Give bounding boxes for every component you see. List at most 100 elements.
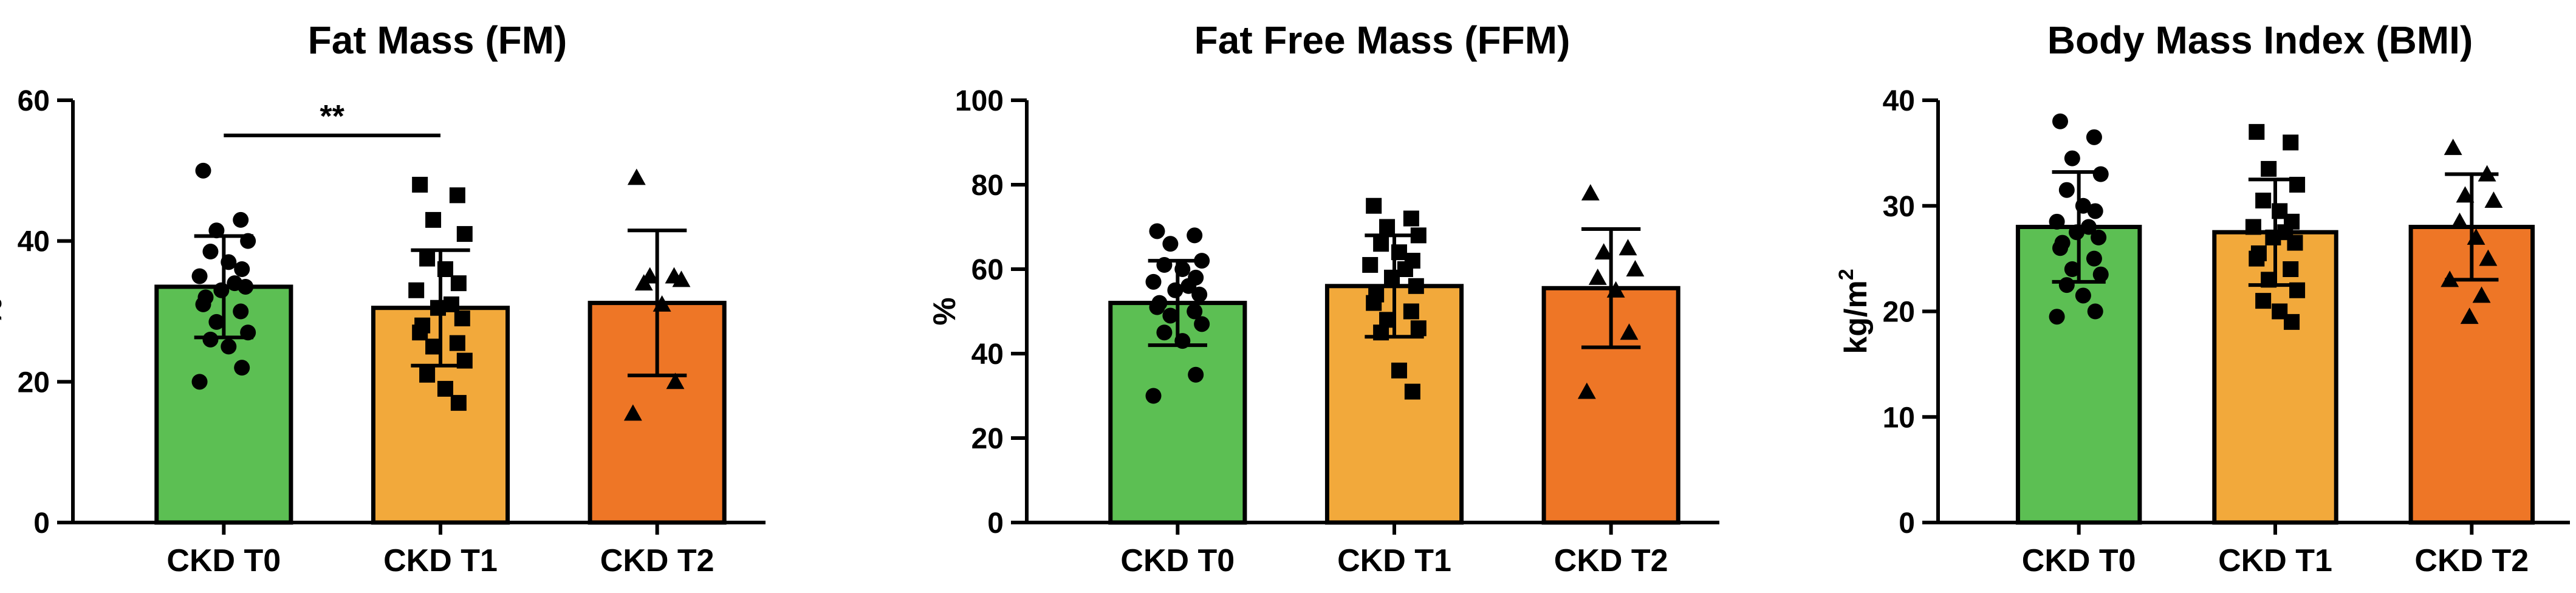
data-point <box>1379 219 1396 235</box>
data-point <box>1167 282 1184 298</box>
data-point <box>2479 249 2498 266</box>
data-point <box>1373 324 1389 341</box>
data-point <box>1194 316 1210 332</box>
data-point <box>2086 250 2102 267</box>
y-tick-label: 0 <box>33 507 50 540</box>
data-point <box>425 211 442 228</box>
data-point <box>1391 362 1407 379</box>
data-point <box>1145 388 1162 404</box>
data-point <box>408 282 425 298</box>
category-label: CKD T2 <box>2414 543 2529 578</box>
data-point <box>1149 223 1165 239</box>
data-point <box>1156 257 1173 273</box>
panel-fat-free-mass: Fat Free Mass (FFM) 0 20 40 60 80 100% CKD T0 C… <box>927 18 1719 578</box>
data-point <box>1404 383 1420 400</box>
data-point <box>2075 287 2091 304</box>
y-axis-title: kg/m2 <box>1835 269 1874 354</box>
data-point <box>412 177 428 193</box>
y-tick-label: 20 <box>971 423 1004 455</box>
y-tick-label: 0 <box>1899 507 1915 540</box>
data-point <box>443 296 459 312</box>
data-point <box>1606 281 1625 298</box>
data-point <box>412 324 428 341</box>
data-point <box>1188 366 1204 383</box>
data-point <box>2284 314 2300 330</box>
data-point <box>419 250 436 267</box>
data-point <box>1194 253 1210 269</box>
panel-body-mass-index: Body Mass Index (BMI) 0 10 20 30 40 kg/m2 CKD … <box>1835 18 2570 578</box>
data-point <box>419 366 436 383</box>
data-point <box>195 296 211 312</box>
panel-fat-mass: Fat Mass (FM) 0 20 40 60% CKD T0 CKD T1 CKD T2… <box>0 18 766 578</box>
data-point <box>2087 203 2103 219</box>
data-point <box>1162 236 1179 252</box>
data-point <box>2052 240 2068 256</box>
data-point <box>1191 286 1208 303</box>
data-point <box>202 244 219 260</box>
data-point <box>2049 213 2065 230</box>
data-point <box>1366 197 1382 214</box>
data-point <box>1391 244 1407 261</box>
data-point <box>233 303 249 320</box>
data-point <box>1366 295 1382 311</box>
data-point <box>234 360 250 376</box>
data-point <box>2092 166 2109 182</box>
data-point <box>2484 191 2503 208</box>
data-point <box>2086 129 2102 145</box>
y-tick-label: 20 <box>18 366 50 399</box>
y-axis-title: % <box>0 297 9 325</box>
y-tick-label: 60 <box>971 254 1004 286</box>
data-point <box>1187 303 1203 320</box>
data-point <box>672 270 691 287</box>
data-point <box>2058 182 2075 198</box>
data-point <box>425 338 442 355</box>
data-point <box>1384 269 1400 286</box>
data-point <box>666 372 685 389</box>
data-point <box>240 324 256 341</box>
y-tick-label: 10 <box>1883 402 1915 434</box>
data-point <box>2058 277 2075 293</box>
data-point <box>2075 197 2091 214</box>
data-point <box>2478 165 2496 182</box>
category-label: CKD T1 <box>1337 543 1451 578</box>
data-point <box>221 254 237 270</box>
data-point <box>634 274 653 291</box>
data-point <box>1577 382 1596 399</box>
data-point <box>1594 243 1613 260</box>
y-tick-label: 100 <box>955 85 1004 117</box>
data-point <box>2064 150 2080 166</box>
category-label: CKD T0 <box>1120 543 1235 578</box>
data-point <box>1180 278 1197 294</box>
data-point <box>1373 236 1389 252</box>
y-tick-label: 40 <box>971 338 1004 371</box>
data-point <box>2283 261 2299 277</box>
data-point <box>1156 324 1173 341</box>
data-point <box>2261 272 2277 288</box>
data-point <box>1187 227 1203 244</box>
chart-title: Fat Free Mass (FFM) <box>1194 18 1571 62</box>
data-point <box>208 222 225 239</box>
data-point <box>2255 293 2272 309</box>
data-point <box>653 295 671 312</box>
data-point <box>449 335 465 351</box>
y-axis-title: % <box>927 297 962 325</box>
data-point <box>2092 266 2109 283</box>
data-point <box>450 275 467 292</box>
data-point <box>208 314 225 330</box>
data-point <box>191 374 208 390</box>
category-label: CKD T0 <box>2022 543 2136 578</box>
data-point <box>1410 227 1427 244</box>
data-point <box>1588 268 1607 285</box>
data-point <box>1397 261 1413 277</box>
data-point <box>213 282 230 298</box>
data-point <box>2444 139 2462 156</box>
data-point <box>1620 323 1639 340</box>
category-label: CKD T2 <box>600 543 714 578</box>
data-point <box>2255 193 2272 209</box>
data-point <box>2245 219 2261 235</box>
significance-label: ** <box>320 99 344 134</box>
category-label: CKD T1 <box>2218 543 2332 578</box>
data-point <box>2460 307 2479 324</box>
data-point <box>430 300 447 316</box>
data-point <box>2450 212 2469 229</box>
